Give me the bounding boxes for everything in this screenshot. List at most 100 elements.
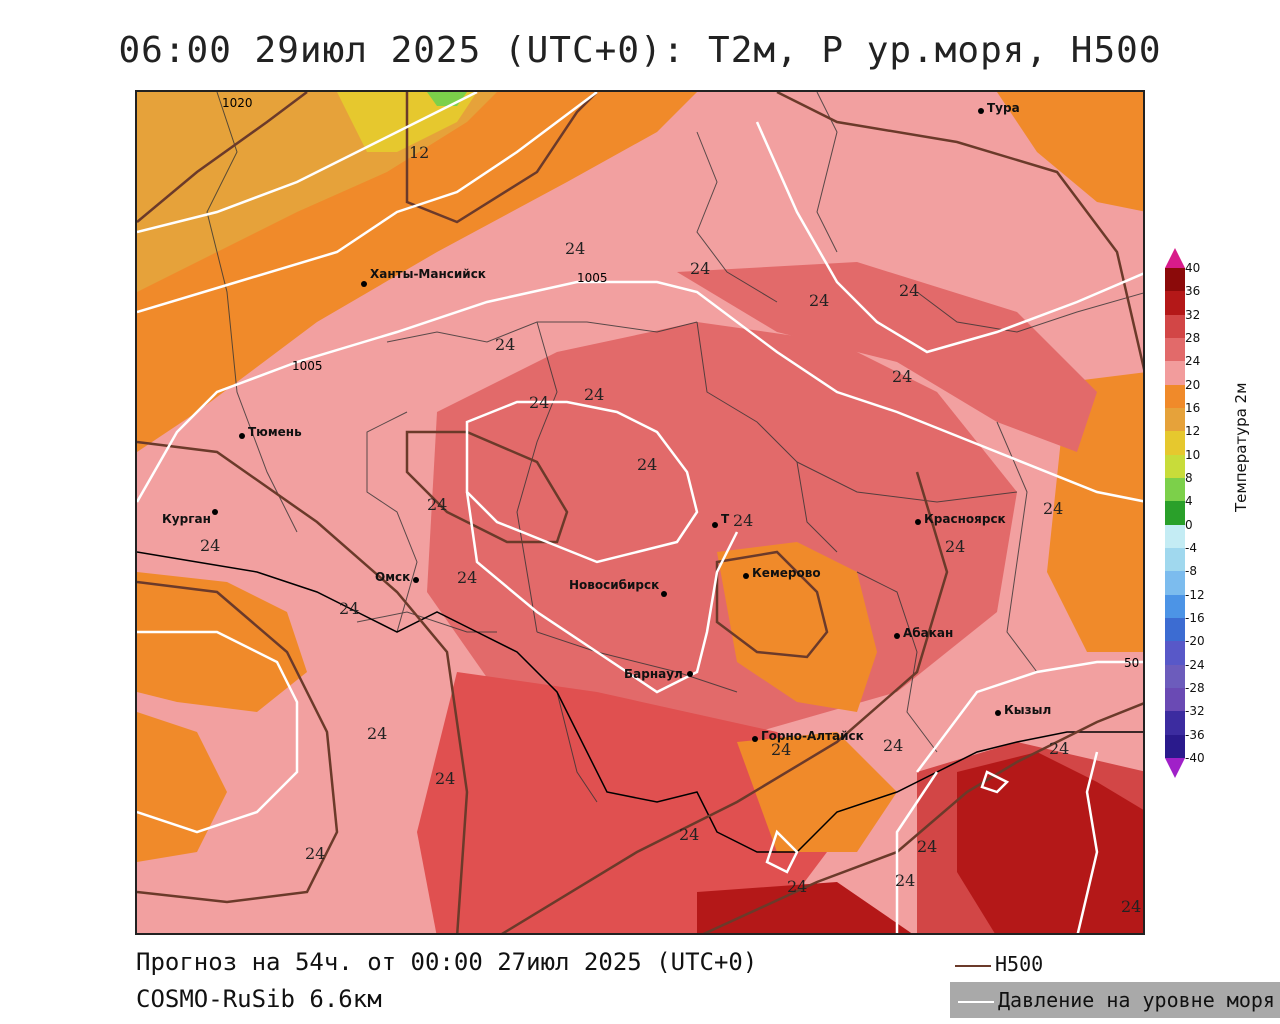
- colorbar-segment: [1165, 478, 1185, 502]
- colorbar-segment: [1165, 571, 1185, 596]
- map-canvas: 1020 1005 1005 50 12 24 24 24 24 24 24 2…: [137, 92, 1143, 933]
- temp-label-24: 24: [339, 599, 359, 618]
- colorbar-segment: [1165, 431, 1185, 456]
- colorbar-min-arrow: [1165, 758, 1185, 778]
- colorbar-segment: [1165, 618, 1185, 642]
- city-label: Горно-Алтайск: [761, 729, 864, 743]
- colorbar-segment: [1165, 268, 1185, 292]
- temperature-zone-36: [957, 752, 1143, 933]
- city-dot: [894, 633, 900, 639]
- colorbar-segment: [1165, 501, 1185, 526]
- temp-label-24: 24: [809, 291, 829, 310]
- city-dot: [915, 519, 921, 525]
- temperature-zone-northeast: [997, 92, 1143, 212]
- region-borders: [206, 92, 1143, 803]
- colorbar-segment: [1165, 688, 1185, 712]
- temp-label-24: 24: [883, 736, 903, 755]
- temp-label-24: 24: [945, 537, 965, 556]
- city-label: Омск: [375, 570, 410, 584]
- pressure-label-1020: 1020: [222, 96, 253, 110]
- temperature-zone-30: [417, 672, 857, 933]
- city-dot: [661, 591, 667, 597]
- colorbar-tick-label: 36: [1185, 284, 1201, 299]
- weather-map: 1020 1005 1005 50 12 24 24 24 24 24 24 2…: [135, 90, 1145, 935]
- temp-label-24: 24: [733, 511, 753, 530]
- city-dot: [712, 522, 718, 528]
- colorbar-tick-label: 24: [1185, 354, 1201, 369]
- temp-label-24: 24: [367, 724, 387, 743]
- colorbar-title: Температура 2м: [1232, 382, 1250, 512]
- colorbar-tick-label: 4: [1185, 494, 1193, 509]
- temp-label-24: 24: [427, 495, 447, 514]
- legend-h500: H500: [955, 952, 1043, 976]
- legend-pressure: Давление на уровне моря: [950, 982, 1280, 1018]
- colorbar-tick-label: -32: [1185, 704, 1205, 719]
- city-label: Барнаул: [624, 667, 683, 681]
- temp-label-24: 24: [1049, 739, 1069, 758]
- colorbar-tick-label: -16: [1185, 611, 1205, 625]
- colorbar-segment: [1165, 524, 1185, 549]
- colorbar-tick-label: -4: [1185, 541, 1197, 555]
- colorbar-segment: [1165, 594, 1185, 619]
- city-dot: [413, 577, 419, 583]
- temperature-zone-28-north: [677, 262, 1097, 452]
- city-label: Кемерово: [752, 566, 821, 580]
- colorbar-tick-label: 28: [1185, 331, 1201, 345]
- temp-label-24: 24: [1043, 499, 1063, 518]
- temperature-zone-altai: [737, 732, 897, 852]
- pressure-line-swatch: [958, 1000, 994, 1003]
- colorbar-segment: [1165, 408, 1185, 432]
- temperature-zone-west: [137, 572, 307, 712]
- city-label: Тура: [987, 101, 1020, 115]
- colorbar-tick-label: 0: [1185, 517, 1193, 532]
- colorbar-segment: [1165, 314, 1185, 339]
- colorbar-tick-label: -24: [1185, 657, 1205, 672]
- temp-label-24: 24: [637, 455, 657, 474]
- model-info: COSMO-RuSib 6.6км: [136, 985, 382, 1013]
- colorbar-segment: [1165, 711, 1185, 736]
- colorbar-segment: [1165, 664, 1185, 689]
- temp-label-24: 24: [787, 877, 807, 896]
- temp-label-24: 24: [892, 367, 912, 386]
- colorbar-segment: [1165, 548, 1185, 572]
- colorbar-tick-label: 8: [1185, 471, 1193, 485]
- colorbar-tick-label: -28: [1185, 681, 1205, 695]
- city-label: Красноярск: [924, 512, 1006, 526]
- colorbar-tick-label: 40: [1185, 261, 1201, 275]
- national-border: [137, 551, 1143, 853]
- temp-label-24: 24: [435, 769, 455, 788]
- city-dot: [361, 281, 367, 287]
- colorbar-segment: [1165, 454, 1185, 479]
- city-dot: [978, 108, 984, 114]
- pressure-label-1005-west: 1005: [292, 359, 323, 373]
- legend-pressure-label: Давление на уровне моря: [998, 988, 1275, 1012]
- colorbar-tick-label: -12: [1185, 587, 1205, 602]
- temp-label-24: 24: [200, 536, 220, 555]
- colorbar-tick-label: 20: [1185, 377, 1201, 392]
- temp-label-24: 24: [495, 335, 515, 354]
- colorbar-tick-label: 12: [1185, 424, 1201, 439]
- temp-label-24: 24: [565, 239, 585, 258]
- city-label: Ханты-Мансийск: [370, 267, 486, 281]
- temp-label-24: 24: [899, 281, 919, 300]
- forecast-info: Прогноз на 54ч. от 00:00 27июл 2025 (UTC…: [136, 948, 758, 976]
- colorbar-tick-label: 10: [1185, 447, 1201, 462]
- pressure-label-1005-center: 1005: [577, 271, 608, 285]
- city-markers: Тура Ханты-Мансийск Тюмень Курган Омск Н…: [162, 101, 1051, 743]
- colorbar-segment: [1165, 338, 1185, 362]
- colorbar-tick-label: -36: [1185, 727, 1205, 742]
- city-label: Тюмень: [248, 425, 302, 439]
- colorbar-segment: [1165, 734, 1185, 759]
- colorbar-segment: [1165, 384, 1185, 409]
- colorbar-segment: [1165, 641, 1185, 666]
- legend-h500-label: H500: [995, 952, 1044, 976]
- temperature-colorbar: 40 36 32 28 24 20 16 12 10 8 4 0 -4 -8 -12 -16 -20 -24 -28…: [1165, 248, 1205, 778]
- pressure-label-east: 50: [1124, 656, 1139, 670]
- temp-label-24: 24: [679, 825, 699, 844]
- temperature-zone-southwest: [137, 712, 227, 862]
- h500-contours: [137, 92, 1143, 933]
- colorbar-max-arrow: [1165, 248, 1185, 268]
- temp-label-24: 24: [917, 837, 937, 856]
- temperature-zone-kemerovo: [717, 542, 877, 712]
- colorbar-tick-label: 32: [1185, 307, 1201, 322]
